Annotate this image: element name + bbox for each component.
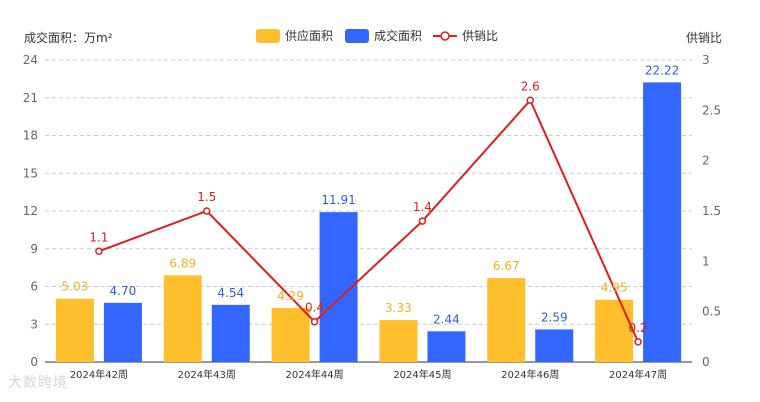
ratio-line: [95, 96, 642, 346]
x-tick-label: 2024年42周: [70, 368, 128, 381]
data-label-ratio: 0.2: [629, 321, 648, 335]
right-tick-label: 1.5: [702, 204, 721, 218]
bar-deal: [211, 304, 250, 362]
ratio-point: [95, 247, 103, 256]
left-tick-label: 18: [23, 129, 38, 143]
ratio-point: [203, 207, 211, 215]
bar-supply: [55, 298, 94, 362]
bar-supply: [379, 320, 418, 362]
ratio-point: [526, 96, 534, 105]
right-tick-label: 2: [702, 154, 710, 168]
data-label-supply: 6.67: [493, 259, 520, 273]
left-tick-label: 3: [30, 317, 38, 331]
right-tick-label: 3: [702, 53, 710, 67]
x-tick-label: 2024年45周: [393, 368, 451, 381]
bar-deal: [427, 331, 466, 362]
legend-swatch-deal: [345, 29, 369, 43]
data-label-supply: 4.29: [277, 289, 304, 303]
data-label-deal: 22.22: [645, 63, 679, 77]
bar-deal: [103, 302, 142, 362]
x-tick-label: 2024年46周: [501, 368, 559, 381]
left-tick-label: 15: [23, 166, 38, 180]
ratio-point: [634, 338, 642, 346]
bar-deal: [643, 82, 682, 363]
data-label-deal: 2.44: [433, 312, 460, 326]
left-tick-label: 0: [30, 355, 38, 369]
right-tick-label: 0: [702, 355, 710, 369]
left-tick-label: 21: [23, 91, 38, 105]
x-axis-ticks: 2024年42周 2024年43周 2024年44周 2024年45周 2024年46周…: [70, 368, 667, 381]
watermark: 大数跨境: [8, 375, 68, 391]
data-label-supply: 6.89: [169, 256, 196, 270]
right-axis-title: 供销比: [686, 31, 722, 45]
data-label-ratio: 2.6: [521, 79, 540, 93]
legend-swatch-supply: [256, 29, 280, 43]
right-tick-label: 2.5: [702, 103, 721, 117]
ratio-point: [418, 217, 427, 225]
data-label-deal: 11.91: [321, 193, 355, 207]
bar-supply: [487, 278, 526, 362]
data-label-ratio: 1.5: [197, 190, 216, 204]
data-label-supply: 5.03: [62, 280, 89, 294]
legend-label-supply: 供应面积: [285, 28, 333, 43]
right-tick-label: 0.5: [702, 305, 721, 319]
bar-deal: [535, 329, 574, 362]
data-label-supply: 3.33: [385, 301, 412, 315]
bars: [55, 82, 682, 363]
left-axis-ticks: 0 3 6 9 12 15 18 21 24: [23, 53, 38, 369]
data-label-ratio: 1.1: [89, 230, 108, 244]
bar-supply: [595, 299, 634, 362]
data-label-supply: 4.95: [601, 281, 628, 295]
legend-marker-ratio: [440, 31, 450, 41]
x-tick-label: 2024年47周: [609, 368, 667, 381]
ratio-point: [310, 317, 319, 326]
data-label-deal: 2.59: [541, 310, 568, 324]
legend-label-ratio: 供销比: [462, 29, 498, 43]
right-axis-ticks: 0 0.5 1 1.5 2 2.5 3: [702, 53, 721, 369]
x-tick-label: 2024年43周: [178, 368, 236, 381]
bar-supply: [271, 308, 310, 362]
legend-label-deal: 成交面积: [374, 28, 422, 43]
left-tick-label: 6: [30, 280, 38, 294]
left-axis-title: 成交面积：万m²: [24, 30, 113, 45]
left-tick-label: 12: [23, 204, 38, 218]
legend: 供应面积 成交面积 供销比: [256, 28, 498, 43]
data-labels: 5.03 4.70 6.89 4.54 4.29 11.91 3.33 2.44 6.67 2.5…: [62, 63, 680, 334]
right-tick-label: 1: [702, 254, 710, 268]
data-label-deal: 4.54: [217, 286, 244, 300]
gridlines: [45, 59, 692, 363]
left-tick-label: 24: [23, 53, 38, 67]
data-label-ratio: 0.4: [305, 301, 324, 315]
data-label-ratio: 1.4: [413, 200, 432, 214]
data-label-deal: 4.70: [110, 284, 137, 298]
ratio-line-path: [98, 98, 639, 343]
left-tick-label: 9: [30, 242, 38, 256]
bar-supply: [163, 275, 202, 362]
x-tick-label: 2024年44周: [285, 368, 343, 381]
